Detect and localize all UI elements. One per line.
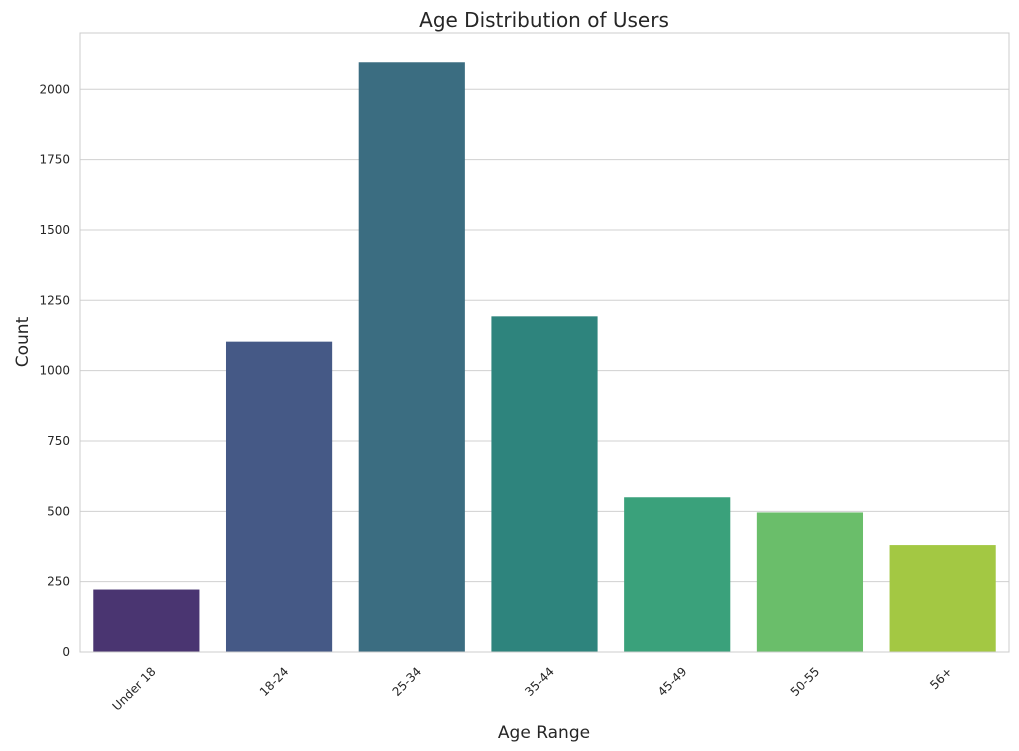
y-tick-label: 1500 — [39, 223, 70, 237]
y-tick-label: 250 — [47, 575, 70, 589]
bar-25-34 — [358, 62, 465, 652]
bar-56 — [889, 545, 996, 652]
y-axis-title: Count — [13, 316, 33, 367]
bars — [93, 62, 996, 652]
x-tick-label: Under 18 — [110, 664, 159, 713]
x-tick-label: 18-24 — [257, 664, 292, 699]
plot-frame — [79, 32, 1010, 653]
bar-35-44 — [491, 316, 598, 652]
x-tick-label: 45-49 — [655, 664, 690, 699]
y-tick-label: 2000 — [39, 82, 70, 96]
y-axis-ticks: 0 250 500 750 1000 1250 1500 1750 2000 — [39, 82, 70, 659]
y-tick-label: 1250 — [39, 293, 70, 307]
y-tick-label: 500 — [47, 504, 70, 518]
bar-18-24 — [225, 341, 333, 652]
bar-45-49 — [624, 497, 731, 652]
x-axis-title: Age Range — [498, 723, 590, 743]
y-tick-label: 0 — [62, 645, 70, 659]
x-tick-label: 56+ — [927, 664, 955, 692]
x-tick-label: 35-44 — [522, 664, 557, 699]
y-tick-label: 1000 — [39, 364, 70, 378]
y-tick-label: 750 — [47, 434, 70, 448]
bar-50-55 — [756, 512, 864, 652]
chart-title: Age Distribution of Users — [419, 8, 669, 32]
y-tick-label: 1750 — [39, 153, 70, 167]
x-tick-label: 50-55 — [788, 664, 823, 699]
bar-under-18 — [93, 589, 200, 652]
x-tick-label: 25-34 — [390, 664, 425, 699]
x-axis-ticks: Under 18 18-24 25-34 35-44 45-49 50-55 56+ — [110, 664, 955, 713]
